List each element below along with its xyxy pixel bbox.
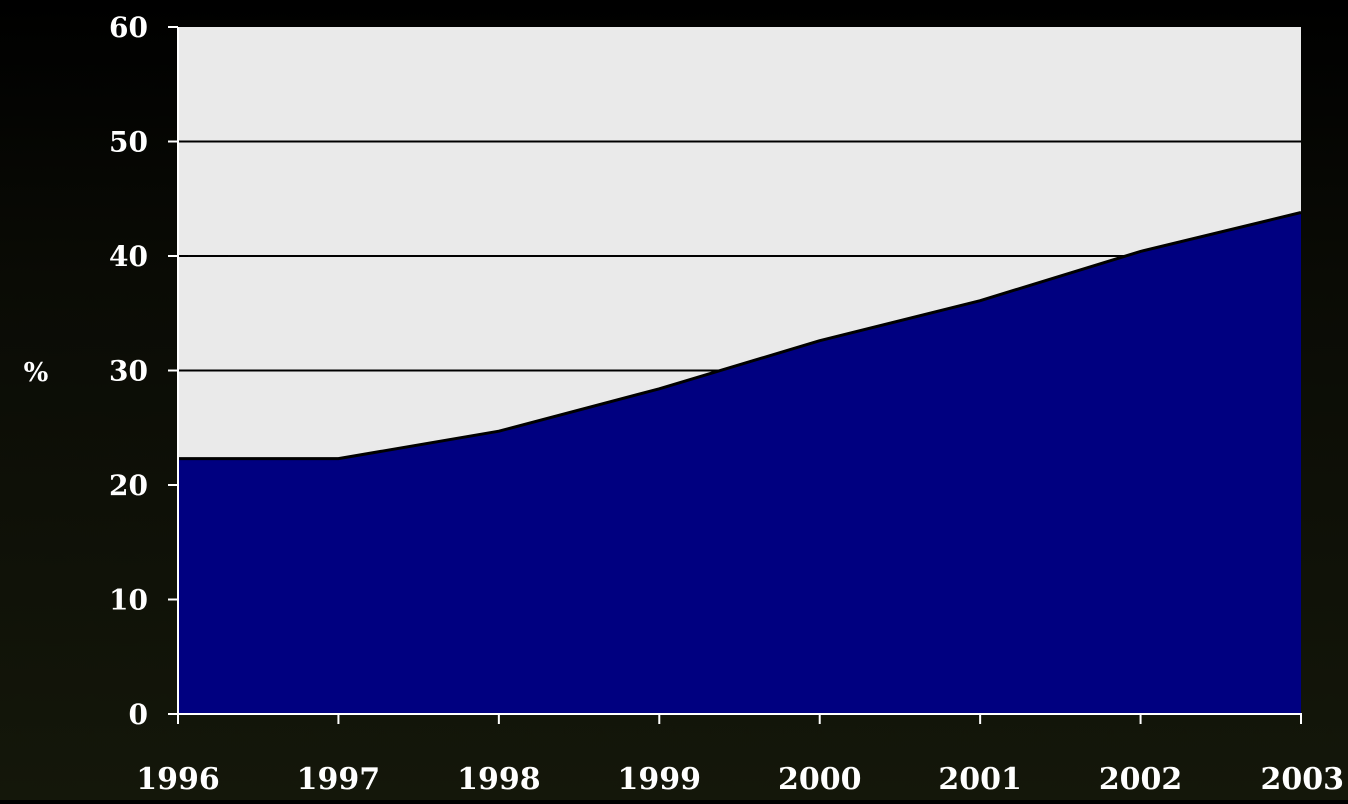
y-tick-label: 60 (109, 11, 148, 44)
x-tick-label: 2002 (1099, 762, 1183, 797)
x-tick-label: 1999 (618, 762, 702, 797)
y-tick-label: 20 (109, 469, 148, 502)
x-tick-label: 1998 (457, 762, 541, 797)
area-series-fill (178, 212, 1301, 715)
y-tick-label: 10 (109, 584, 148, 617)
y-tick-label: 40 (109, 240, 148, 273)
y-axis-label: % (24, 358, 49, 388)
y-tick-label: 30 (109, 355, 148, 388)
x-tick-label: 2000 (778, 762, 862, 797)
area-series-line (178, 211, 1302, 461)
x-axis-ticks: 1996 1997 1998 1999 2000 2001 2002 2003 (136, 714, 1344, 797)
x-tick-label: 2003 (1261, 762, 1345, 797)
y-tick-label: 0 (129, 698, 148, 731)
x-tick-label: 1997 (297, 762, 381, 797)
x-tick-label: 2001 (938, 762, 1022, 797)
y-axis-ticks: 0 10 20 30 40 50 60 (109, 11, 178, 731)
x-tick-label: 1996 (136, 762, 220, 797)
y-tick-label: 50 (109, 126, 148, 159)
